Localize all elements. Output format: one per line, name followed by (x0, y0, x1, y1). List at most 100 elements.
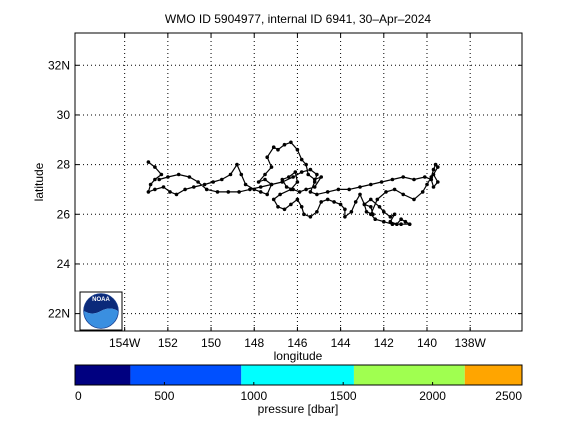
track-point (395, 222, 399, 226)
y-tick-label: 30 (57, 108, 71, 122)
track-point (192, 185, 196, 189)
x-tick-label: 142 (374, 336, 394, 350)
track-point (258, 190, 263, 194)
track-point (308, 215, 313, 219)
colorbar-segment (130, 365, 242, 385)
track-point (433, 162, 438, 167)
track-point (362, 202, 367, 207)
track-point (304, 187, 308, 192)
y-tick-label: 24 (57, 257, 71, 271)
track-point (319, 200, 324, 204)
colorbar-tick-label: 500 (154, 389, 174, 403)
track-point (271, 197, 276, 202)
track-point (379, 180, 384, 184)
x-tick-label: 150 (201, 336, 221, 350)
track-point (302, 212, 306, 217)
track-point (390, 222, 395, 226)
track-point (237, 190, 241, 194)
track-point (282, 207, 287, 212)
track-point (369, 212, 373, 217)
track-point (148, 182, 153, 187)
track-point (183, 187, 187, 192)
track-point (204, 187, 209, 192)
track-point (276, 205, 280, 209)
track-point (243, 182, 248, 187)
track-point (390, 177, 395, 182)
track-point (343, 207, 347, 212)
track-point (382, 210, 386, 214)
colorbar-tick-label: 2500 (495, 389, 522, 403)
track-point (263, 177, 267, 182)
x-tick-label: 138W (454, 336, 486, 350)
colorbar-tick-label: 1000 (240, 389, 267, 403)
logo-text: NOAA (92, 297, 110, 303)
track-point (228, 172, 233, 177)
track-point (315, 172, 319, 177)
x-axis-label: longitude (274, 349, 323, 363)
track-point (412, 177, 416, 182)
track-point (353, 200, 358, 204)
plot-area: 154W 152 150 148 146 144 142 140 138W 22N 24 26 28 3… (48, 32, 523, 350)
track-point (401, 192, 406, 197)
track-point (265, 192, 270, 197)
track-point (308, 167, 313, 172)
track-point (168, 190, 172, 194)
track-point (220, 177, 224, 182)
track-point (349, 210, 354, 214)
noaa-logo: NOAA (79, 291, 123, 331)
track-point (291, 175, 295, 179)
track-point (312, 180, 317, 184)
track-point (269, 165, 274, 169)
x-tick-label: 144 (331, 336, 351, 350)
track-point (429, 175, 434, 179)
pressure-colorbar: 0 500 1000 1500 2000 2500 pressure [dbar] (74, 364, 523, 416)
track-point (315, 192, 319, 197)
float-track-points (146, 140, 440, 226)
track-point (293, 170, 298, 174)
track-point (425, 182, 429, 187)
track-point (202, 182, 207, 187)
track-point (401, 175, 406, 179)
colorbar-tick-label: 0 (75, 389, 82, 403)
track-point (347, 187, 352, 192)
track-point (263, 172, 267, 177)
track-point (392, 187, 397, 192)
track-point (358, 185, 362, 189)
track-point (276, 147, 280, 152)
track-point (226, 190, 231, 194)
track-point (431, 185, 436, 189)
track-point (312, 185, 317, 189)
track-point (373, 217, 378, 221)
track-point (271, 145, 276, 149)
track-point (403, 219, 408, 224)
colorbar-frame (74, 364, 523, 386)
logo-sea (84, 308, 118, 328)
track-point (297, 190, 302, 194)
track-point (431, 167, 436, 172)
track-point (287, 175, 291, 179)
x-axis-ticks: 154W 152 150 148 146 144 142 140 138W (109, 33, 487, 350)
colorbar-segment (353, 365, 465, 385)
colorbar-ticks: 0 500 1000 1500 2000 2500 (74, 382, 523, 403)
track-point (312, 177, 317, 182)
y-tick-label: 28 (57, 158, 71, 172)
track-point (304, 162, 308, 167)
track-point (299, 170, 304, 174)
track-point (265, 155, 270, 159)
track-point (384, 190, 388, 194)
track-point (343, 215, 347, 219)
track-point (159, 172, 164, 177)
track-point (369, 205, 373, 209)
x-tick-label: 154W (109, 336, 141, 350)
track-point (336, 187, 341, 192)
track-point (153, 187, 157, 192)
track-point (295, 147, 300, 152)
track-point (299, 157, 304, 162)
track-point (392, 212, 397, 217)
track-point (153, 165, 157, 169)
track-point (319, 175, 324, 179)
track-point (399, 217, 403, 221)
track-point (377, 205, 382, 209)
track-point (364, 210, 369, 214)
